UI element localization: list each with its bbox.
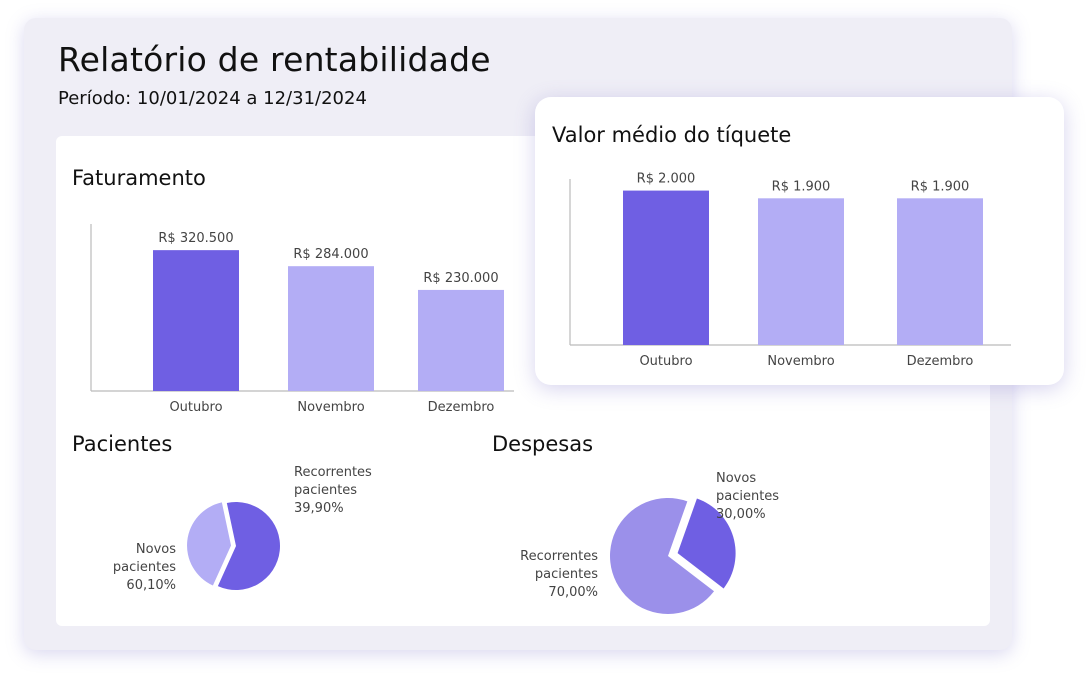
patients-recurring-label-line2: pacientes [294,483,358,498]
revenue-category-label-dezembro: Dezembro [428,400,495,415]
ticket-value-label-novembro: R$ 1.900 [772,179,831,194]
expenses-recurring-label-line1: Recorrentes [520,549,598,564]
patients-new-value: 60,10% [126,578,176,593]
ticket-category-label-dezembro: Dezembro [907,354,974,369]
ticket-value-label-dezembro: R$ 1.900 [911,179,970,194]
revenue-chart: R$ 320.500 Outubro R$ 284.000 Novembro R$ 23… [90,224,514,415]
average-ticket-chart: R$ 2.000 Outubro R$ 1.900 Novembro R$ 1.900 D… [569,172,1011,369]
report-period: Período: 10/01/2024 a 12/31/2024 [58,88,367,109]
ticket-bar-outubro [623,190,709,345]
patients-recurring-label: Recorrentes pacientes 39,90% [294,464,404,518]
expenses-recurring-value: 70,00% [548,585,598,600]
expenses-new-label: Novos pacientes 30,00% [716,470,816,524]
expenses-slice-recorrentes [610,498,715,614]
patients-recurring-label-line1: Recorrentes [294,465,372,480]
expenses-new-value: 30,00% [716,507,766,522]
revenue-value-label-novembro: R$ 284.000 [293,247,368,262]
expenses-new-label-line1: Novos [716,471,757,486]
patients-new-label-line2: pacientes [112,560,176,575]
expenses-recurring-label-line2: pacientes [534,567,598,582]
expenses-chart-title: Despesas [492,432,594,456]
ticket-value-label-outubro: R$ 2.000 [637,172,696,187]
expenses-new-label-line2: pacientes [716,489,780,504]
ticket-category-label-outubro: Outubro [639,354,692,369]
patients-recurring-value: 39,90% [294,501,344,516]
revenue-chart-title: Faturamento [72,166,206,190]
revenue-bar-dezembro [418,289,504,391]
ticket-category-label-novembro: Novembro [767,354,834,369]
revenue-value-label-outubro: R$ 320.500 [158,231,233,246]
revenue-value-label-dezembro: R$ 230.000 [423,271,498,286]
report-title: Relatório de rentabilidade [58,40,491,79]
expenses-pie-chart [610,498,736,614]
average-ticket-title: Valor médio do tíquete [552,123,792,147]
revenue-category-label-novembro: Novembro [297,400,364,415]
revenue-category-label-outubro: Outubro [169,400,222,415]
patients-pie-chart [187,502,280,590]
patients-new-label-line1: Novos [135,542,176,557]
patients-new-label: Novos pacientes 60,10% [86,541,176,595]
expenses-recurring-label: Recorrentes pacientes 70,00% [492,548,598,602]
revenue-bar-outubro [153,250,239,391]
expenses-slice-novos [677,498,736,589]
ticket-bar-dezembro [897,198,983,345]
revenue-bar-novembro [288,266,374,391]
patients-slice-novos [217,502,280,590]
patients-chart-title: Pacientes [72,432,173,456]
ticket-bar-novembro [758,198,844,345]
average-ticket-card: Valor médio do tíquete R$ 2.000 Outubro R$… [535,97,1064,385]
patients-slice-recorrentes [187,502,232,586]
